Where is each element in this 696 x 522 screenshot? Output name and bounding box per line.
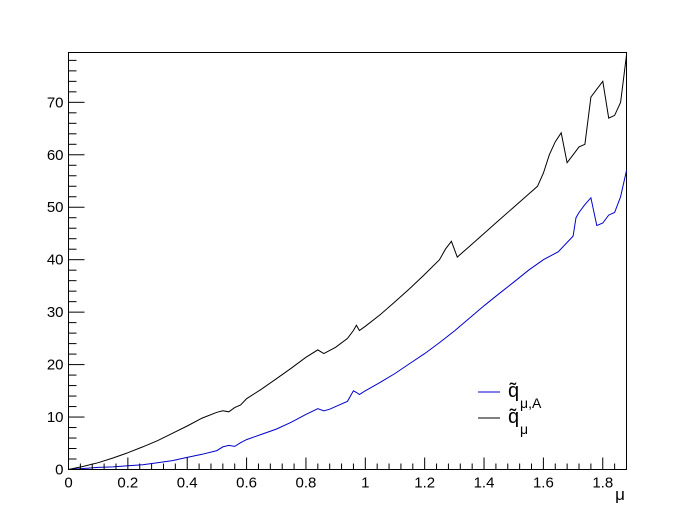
series-line-0 [68,170,627,470]
y-axis: 0 10 20 30 40 50 60 70 [47,59,85,479]
series-line-1 [68,55,627,470]
legend-sub-1: μ [520,421,528,437]
y-tick-label: 30 [47,304,64,321]
y-tick-label: 10 [47,409,64,426]
legend-label-1: q̃ [508,406,519,428]
x-tick-label: 0.6 [236,475,257,492]
y-tick-label: 60 [47,147,64,164]
x-tick-label: 1.6 [533,475,554,492]
x-tick-label: 0.8 [296,475,317,492]
plot-frame [68,52,627,470]
y-tick-label: 20 [47,357,64,374]
x-axis-title: μ [615,485,625,504]
y-tick-label: 70 [47,94,64,111]
y-tick-label: 0 [55,462,63,479]
x-tick-label: 0.4 [177,475,198,492]
x-tick-label: 0.2 [117,475,138,492]
x-axis: 0 0.2 0.4 0.6 0.8 1 1.2 1.4 1.6 1.8 [64,457,616,492]
legend-label-0: q̃ [508,380,519,402]
x-tick-label: 1 [361,475,369,492]
legend-sub-0: μ,A [520,395,542,411]
x-tick-label: 1.8 [592,475,613,492]
series-layer [68,55,627,470]
legend: q̃μ,Aq̃μ [478,380,542,437]
y-tick-label: 50 [47,199,64,216]
x-tick-label: 1.4 [474,475,495,492]
y-tick-label: 40 [47,252,64,269]
x-tick-label: 0 [64,475,72,492]
x-tick-label: 1.2 [414,475,435,492]
